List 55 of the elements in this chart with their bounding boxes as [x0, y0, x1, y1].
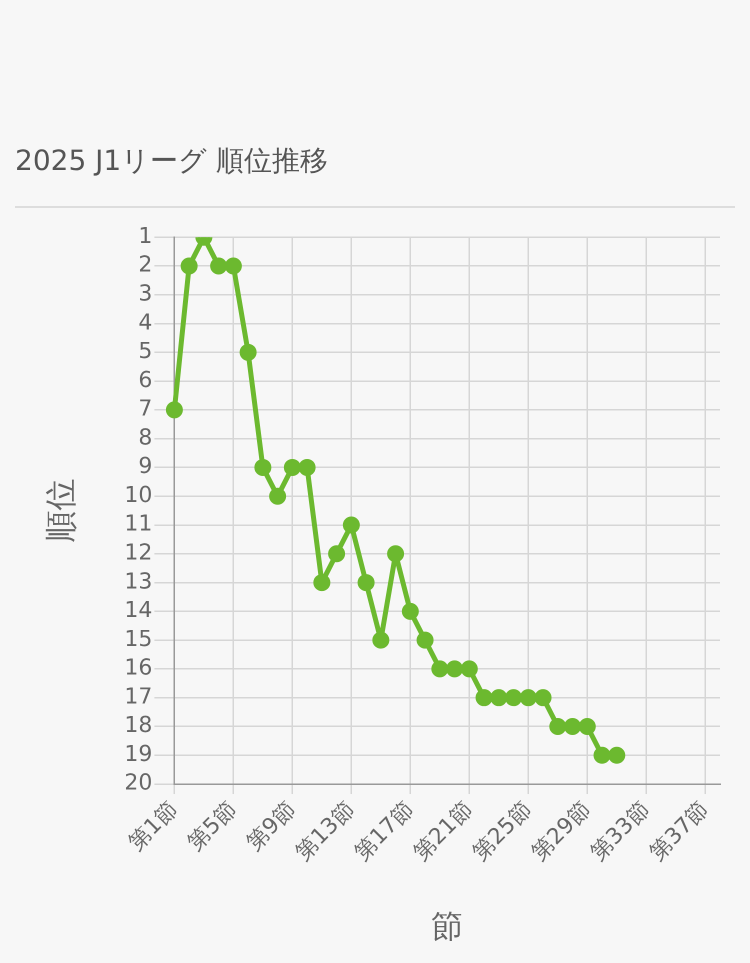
y-tick-label: 6 [138, 368, 152, 393]
y-tick-label: 20 [124, 770, 152, 796]
y-tick-label: 18 [124, 713, 152, 738]
y-tick-label: 15 [124, 626, 152, 652]
x-axis-title: 節 [431, 907, 464, 946]
y-tick-label: 13 [124, 569, 152, 594]
y-tick-label: 7 [138, 396, 152, 422]
point [476, 689, 493, 706]
y-tick-label: 8 [138, 425, 152, 450]
point [284, 458, 301, 476]
point [549, 718, 566, 735]
point [328, 545, 346, 562]
point [224, 257, 242, 274]
point [166, 401, 183, 418]
point [490, 689, 508, 706]
point [180, 257, 198, 274]
point [313, 574, 330, 592]
y-tick-label: 5 [138, 339, 152, 364]
point [520, 689, 537, 706]
y-tick-label: 3 [138, 281, 152, 306]
point [564, 718, 582, 735]
point [298, 458, 316, 476]
y-tick-label: 10 [124, 482, 152, 508]
point [342, 516, 360, 534]
y-tick-label: 12 [124, 540, 152, 566]
y-tick-label: 1 [138, 224, 152, 249]
point [608, 746, 626, 764]
y-tick-label: 9 [138, 454, 152, 480]
y-axis-title: 順位 [42, 478, 80, 543]
y-tick-label: 16 [124, 656, 152, 681]
point [254, 458, 272, 476]
y-tick-label: 4 [138, 310, 152, 336]
y-tick-label: 11 [124, 512, 152, 537]
point [416, 632, 434, 649]
chart-title: 2025 J1リーグ 順位推移 [15, 143, 328, 179]
point [431, 660, 448, 678]
point [358, 574, 375, 592]
point [402, 602, 419, 620]
point [460, 660, 478, 678]
y-tick-label: 19 [124, 742, 152, 767]
point [210, 257, 228, 274]
y-tick-label: 14 [124, 598, 152, 624]
y-tick-label: 17 [124, 684, 152, 710]
point [446, 660, 464, 678]
point [372, 632, 390, 649]
x-tick-label: 第1節 [124, 796, 183, 856]
point [594, 746, 611, 764]
y-tick-label: 2 [138, 252, 152, 278]
x-tick-label: 第5節 [182, 796, 242, 856]
point [534, 689, 552, 706]
point [387, 545, 404, 562]
point [269, 488, 286, 505]
point [240, 344, 257, 361]
point [578, 718, 596, 735]
point [505, 689, 522, 706]
